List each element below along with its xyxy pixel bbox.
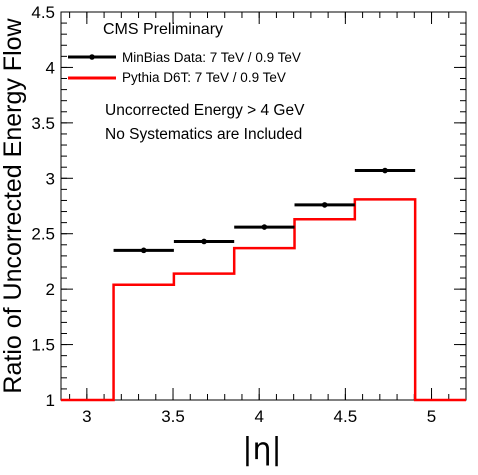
histogram-series	[61, 198, 466, 402]
data-point	[261, 224, 268, 230]
x-axis-label: |η|	[242, 432, 281, 467]
y-tick-label: 1	[46, 391, 55, 410]
plot-frame	[60, 11, 467, 401]
x-tick-label: 3.5	[161, 407, 185, 426]
data-points-series	[113, 167, 416, 254]
y-tick-label: 4.5	[31, 3, 55, 22]
x-tick-label: 3	[82, 407, 91, 426]
chart-title: CMS Preliminary	[103, 21, 223, 38]
data-point	[201, 238, 207, 245]
legend-label-pythia: Pythia D6T: 7 TeV / 0.9 TeV	[122, 70, 286, 85]
y-tick-label: 4	[46, 58, 55, 77]
y-tick-label: 1.5	[31, 336, 55, 355]
annotation-energy-cut: Uncorrected Energy > 4 GeV	[105, 102, 305, 119]
y-tick-label: 2	[46, 280, 55, 299]
legend-label-data: MinBias Data: 7 TeV / 0.9 TeV	[122, 50, 301, 65]
data-point	[140, 247, 147, 254]
x-tick-label: 4.5	[334, 407, 358, 426]
axis-ticks: 1 1.5 2 2.5 3 3.5 4 4.5 3 3.5 4 4.5 5	[31, 3, 467, 426]
legend-marker-data-point	[89, 54, 95, 60]
data-point	[382, 167, 388, 174]
y-tick-label: 3.5	[31, 114, 55, 133]
pythia-histogram-line	[61, 198, 466, 402]
y-tick-label: 3	[46, 169, 55, 188]
x-tick-label: 4	[254, 407, 263, 426]
y-tick-label: 2.5	[31, 225, 55, 244]
annotation-systematics: No Systematics are Included	[105, 126, 302, 143]
data-point	[321, 202, 328, 208]
x-tick-label: 5	[427, 407, 436, 426]
y-axis-label: Ratio of Uncorrected Energy Flow	[0, 17, 27, 393]
